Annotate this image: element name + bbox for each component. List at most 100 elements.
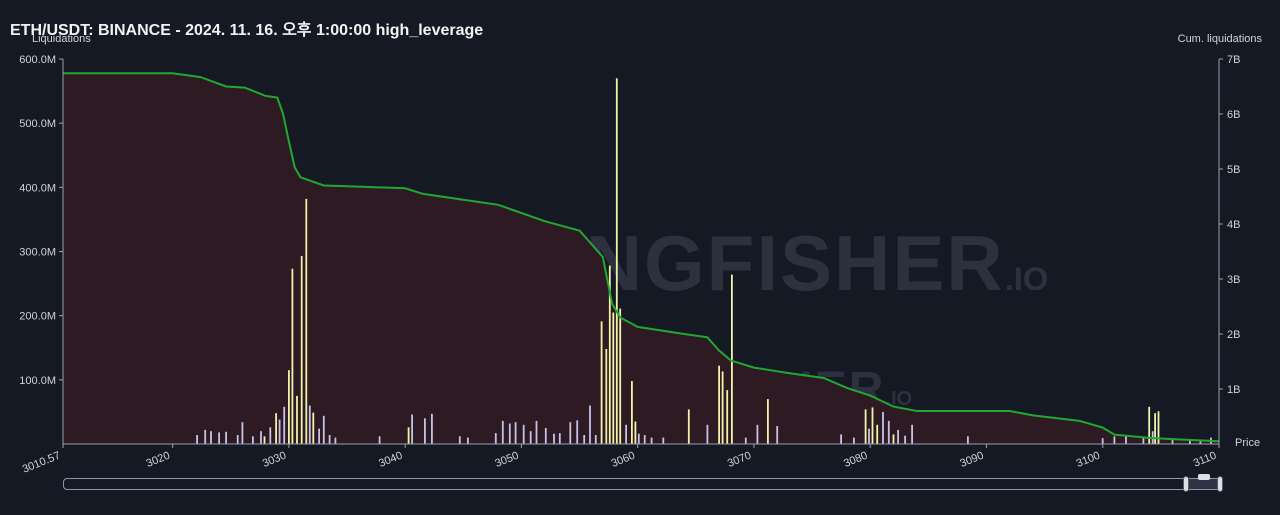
x-tick-label: 3090: [958, 450, 985, 470]
right-y-tick-label: 2B: [1227, 329, 1240, 341]
liquidation-bar: [625, 424, 627, 445]
liquidation-bar: [407, 427, 410, 444]
liquidation-bar: [871, 407, 874, 444]
x-tick-label: 3070: [726, 450, 753, 470]
liquidation-bar: [721, 371, 724, 444]
liquidation-bar: [283, 406, 286, 444]
liquidation-bar: [553, 433, 555, 444]
liquidation-bar: [467, 437, 469, 444]
right-y-tick-label: 5B: [1227, 164, 1240, 176]
liquidation-bar: [196, 435, 198, 444]
liquidation-bar: [291, 268, 294, 444]
right-y-tick-label: 4B: [1227, 219, 1240, 231]
x-axis-ticks: 3010.57 3020 3030 3040 3050 3060 3070 3080 3090 3…: [21, 444, 1220, 476]
x-tick-label: 3110: [1192, 450, 1218, 470]
cumulative-liquidations-line: [63, 72, 1220, 443]
liquidation-bar: [1142, 437, 1145, 444]
liquidation-bar: [210, 431, 212, 444]
liquidation-bar: [501, 420, 504, 444]
liquidation-bar: [411, 414, 413, 444]
liquidation-bar: [424, 418, 426, 444]
range-end-handle[interactable]: [1217, 476, 1223, 492]
x-tick-label: 3100: [1075, 450, 1102, 470]
liquidation-bars: [196, 78, 1212, 445]
liquidation-bar: [263, 436, 266, 444]
right-y-axis-ticks: 7B 6B 5B 4B 3B 2B 1B: [1219, 54, 1240, 396]
liquidation-bar: [378, 436, 381, 444]
liquidation-bar: [508, 423, 511, 444]
liquidation-bar: [631, 381, 633, 444]
liquidation-bar: [522, 424, 525, 445]
liquidation-bar: [529, 431, 532, 444]
liquidation-bar: [583, 435, 586, 444]
left-y-axis-ticks: 600.0M 500.0M 400.0M 300.0M 200.0M 100.0M: [19, 54, 63, 387]
range-grip[interactable]: [1198, 474, 1210, 480]
liquidation-bar: [605, 349, 608, 444]
right-axis-title: Cum. liquidations: [1177, 33, 1262, 45]
left-y-tick-label: 600.0M: [19, 54, 56, 66]
chart-title: ETH/USDT: BINANCE - 2024. 11. 16. 오후 1:0…: [10, 22, 484, 39]
liquidation-bar: [278, 419, 281, 444]
liquidation-bar: [967, 436, 969, 444]
left-axis-title: Liquidations: [32, 33, 91, 45]
liquidation-bar: [312, 412, 315, 444]
liquidation-bar: [904, 435, 906, 444]
liquidation-bar: [241, 422, 244, 444]
range-start-handle[interactable]: [1183, 476, 1189, 492]
x-tick-label: 3030: [261, 450, 288, 470]
liquidation-bar: [634, 421, 637, 444]
liquidation-bar: [322, 415, 325, 444]
liquidation-bar: [305, 198, 308, 444]
liquidation-bar: [218, 432, 220, 444]
liquidation-bar: [853, 437, 855, 444]
liquidation-bar: [882, 411, 884, 444]
liquidation-bar: [275, 413, 277, 444]
liquidation-bar: [687, 409, 690, 444]
right-y-tick-label: 1B: [1227, 384, 1240, 396]
left-y-tick-label: 100.0M: [19, 375, 56, 387]
liquidation-bar: [236, 435, 239, 444]
liquidation-bar: [296, 395, 298, 444]
liquidation-bar: [887, 420, 890, 444]
liquidation-bar: [1125, 435, 1127, 444]
range-scroll-thumb[interactable]: [1183, 474, 1223, 492]
right-y-tick-label: 6B: [1227, 109, 1240, 121]
liquidation-bar: [252, 436, 254, 444]
liquidation-bar: [1154, 413, 1156, 444]
x-tick-label: 3060: [610, 450, 637, 470]
liquidation-bar: [558, 433, 561, 444]
liquidation-bar: [328, 435, 331, 444]
liquidation-bar: [594, 435, 597, 444]
liquidation-bar: [569, 422, 572, 444]
liquidation-bar: [726, 390, 729, 444]
liquidation-bar: [911, 424, 913, 445]
liquidation-bar: [544, 428, 547, 444]
liquidation-bar: [1189, 440, 1191, 444]
x-axis-title: Price: [1235, 437, 1261, 449]
liquidation-bar: [615, 78, 618, 445]
liquidation-bar: [1171, 438, 1174, 444]
liquidation-bar: [494, 433, 497, 444]
liquidation-bar: [600, 321, 603, 444]
liquidation-bar: [612, 312, 615, 444]
liquidation-bar: [619, 308, 622, 444]
liquidation-bar: [864, 409, 867, 444]
liquidation-bar: [576, 420, 579, 444]
range-scrollbar[interactable]: [63, 474, 1223, 492]
liquidation-bar: [637, 433, 640, 444]
x-tick-label: 3050: [493, 450, 520, 470]
liquidation-bar: [892, 434, 895, 444]
cumulative-liquidations-area: [63, 73, 1219, 445]
liquidation-bar: [662, 437, 665, 444]
liquidation-bar: [334, 437, 337, 444]
liquidation-bar: [431, 413, 433, 444]
liquidation-bar: [288, 370, 290, 444]
x-tick-label: 3010.57: [21, 450, 62, 476]
liquidation-bar: [767, 399, 769, 444]
liquidation-bar: [744, 437, 747, 444]
liquidation-bar: [318, 428, 320, 444]
x-tick-label: 3080: [842, 450, 869, 470]
liquidation-bar: [868, 428, 870, 444]
